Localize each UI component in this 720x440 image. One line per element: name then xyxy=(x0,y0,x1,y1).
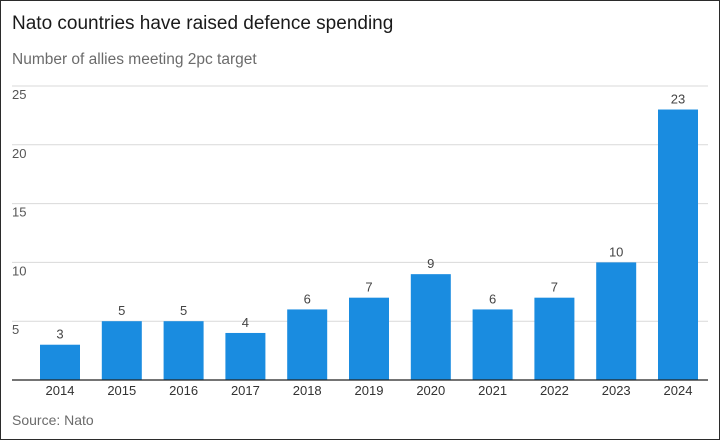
chart-title: Nato countries have raised defence spend… xyxy=(12,13,394,34)
x-tick-label-2017: 2017 xyxy=(231,383,260,398)
x-tick-label-2021: 2021 xyxy=(478,383,507,398)
x-tick-label-2022: 2022 xyxy=(540,383,569,398)
x-tick-label-2023: 2023 xyxy=(602,383,631,398)
data-label-2014: 3 xyxy=(56,327,63,342)
data-label-2024: 23 xyxy=(671,92,685,107)
data-label-2019: 7 xyxy=(365,280,372,295)
y-tick-label: 25 xyxy=(12,87,26,102)
y-tick-label: 20 xyxy=(12,146,26,161)
bar-2023 xyxy=(596,262,637,380)
chart-source: Source: Nato xyxy=(12,412,94,428)
y-tick-label: 10 xyxy=(12,263,26,278)
y-tick-label: 5 xyxy=(12,322,19,337)
chart-subtitle: Number of allies meeting 2pc target xyxy=(12,51,257,68)
x-tick-label-2016: 2016 xyxy=(169,383,198,398)
data-label-2023: 10 xyxy=(609,244,623,259)
bar-2021 xyxy=(472,309,513,380)
data-label-2022: 7 xyxy=(551,280,558,295)
bar-2020 xyxy=(410,274,451,380)
bar-2016 xyxy=(163,321,204,380)
data-label-2017: 4 xyxy=(242,315,249,330)
x-tick-label-2019: 2019 xyxy=(355,383,384,398)
data-label-2016: 5 xyxy=(180,303,187,318)
x-tick-label-2018: 2018 xyxy=(293,383,322,398)
bar-2022 xyxy=(534,297,575,380)
data-label-2020: 9 xyxy=(427,256,434,271)
x-tick-label-2020: 2020 xyxy=(416,383,445,398)
x-tick-label-2024: 2024 xyxy=(664,383,693,398)
x-tick-label-2015: 2015 xyxy=(107,383,136,398)
y-tick-label: 15 xyxy=(12,205,26,220)
data-label-2018: 6 xyxy=(304,291,311,306)
data-label-2021: 6 xyxy=(489,291,496,306)
bar-2018 xyxy=(287,309,328,380)
data-label-2015: 5 xyxy=(118,303,125,318)
bar-2019 xyxy=(349,297,389,380)
bar-2015 xyxy=(101,321,142,380)
bar-2017 xyxy=(225,332,266,380)
bar-2024 xyxy=(658,109,698,381)
x-tick-label-2014: 2014 xyxy=(46,383,75,398)
bar-2014 xyxy=(40,344,80,380)
